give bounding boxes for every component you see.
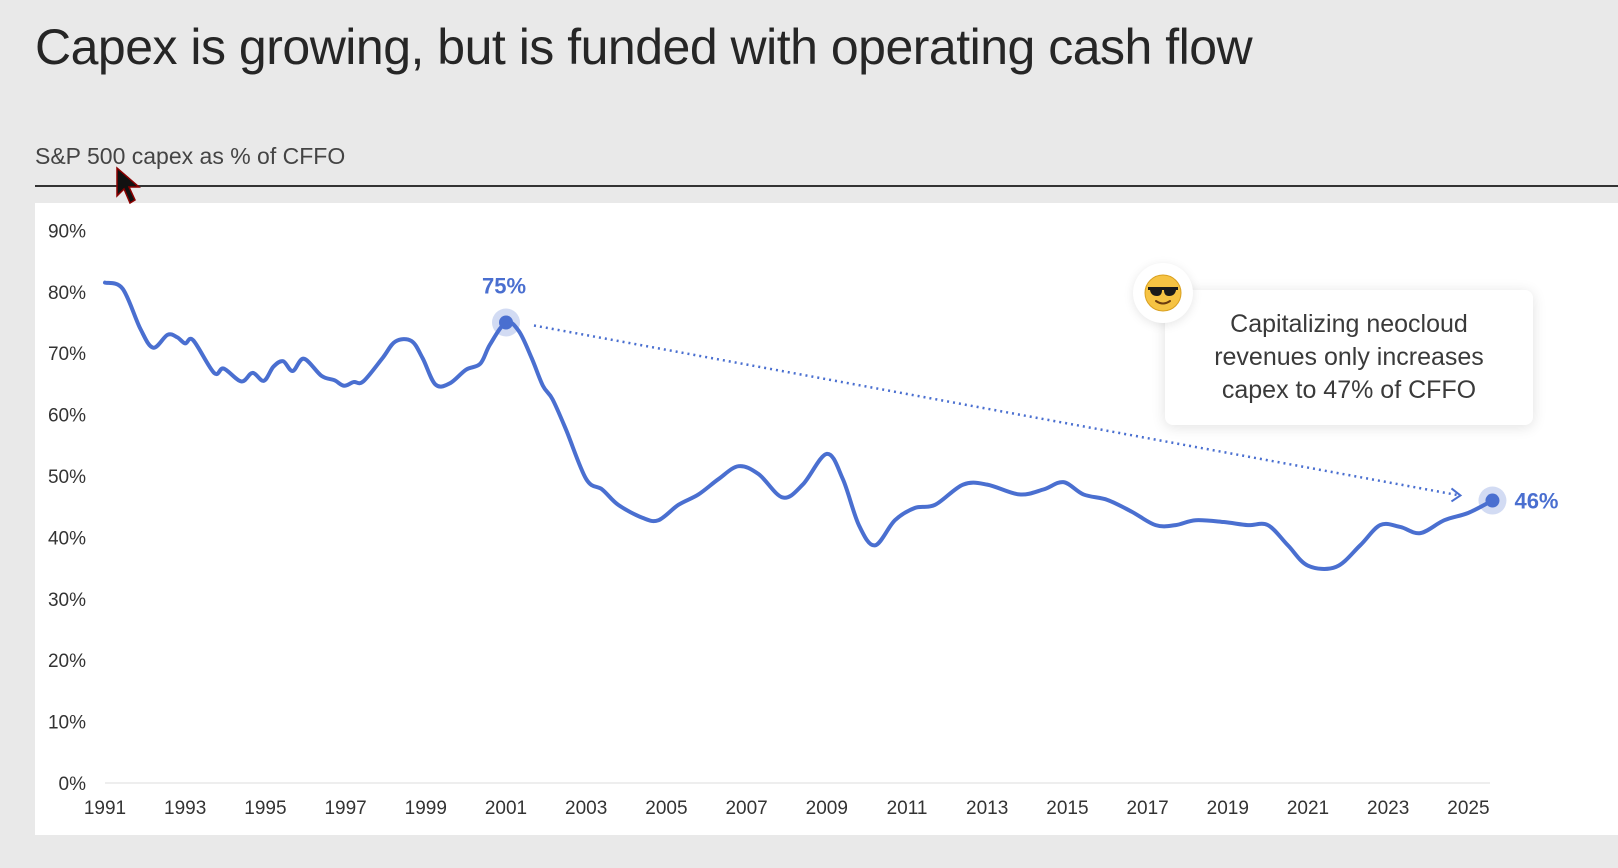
- x-tick-label: 2025: [1447, 798, 1489, 819]
- x-axis: 1991 1993 1995 1997 1999 2001 2003 2005 2007 2009…: [84, 798, 1490, 819]
- y-tick-label: 20%: [48, 651, 86, 672]
- x-tick-label: 2007: [725, 798, 767, 819]
- chart-subtitle: S&P 500 capex as % of CFFO: [35, 143, 346, 169]
- x-tick-label: 1997: [324, 798, 366, 819]
- y-tick-label: 60%: [48, 406, 86, 427]
- page-title: Capex is growing, but is funded with ope…: [35, 19, 1253, 75]
- x-tick-label: 1991: [84, 798, 126, 819]
- x-tick-label: 2019: [1207, 798, 1249, 819]
- annotation-callout: Capitalizing neocloud revenues only incr…: [1165, 290, 1533, 425]
- divider: [35, 185, 1618, 187]
- data-label: 46%: [1514, 489, 1558, 514]
- x-tick-label: 1993: [164, 798, 206, 819]
- x-tick-label: 2015: [1046, 798, 1088, 819]
- trend-dotted-line: [533, 324, 1460, 497]
- x-tick-label: 2001: [485, 798, 527, 819]
- y-tick-label: 80%: [48, 283, 86, 304]
- y-tick-label: 30%: [48, 590, 86, 611]
- x-tick-label: 2021: [1287, 798, 1329, 819]
- y-tick-label: 90%: [48, 221, 86, 242]
- x-tick-label: 2017: [1126, 798, 1168, 819]
- y-tick-label: 40%: [48, 528, 86, 549]
- y-axis: 0% 10% 20% 30% 40% 50% 60% 70% 80% 90%: [48, 221, 86, 795]
- x-tick-label: 2009: [806, 798, 848, 819]
- series-line-capex-pct-cffo: [103, 280, 1495, 571]
- y-tick-label: 10%: [48, 713, 86, 734]
- x-tick-label: 2013: [966, 798, 1008, 819]
- x-tick-label: 1995: [244, 798, 286, 819]
- highlight-point: [499, 315, 513, 330]
- y-tick-label: 70%: [48, 344, 86, 365]
- annotation-text: Capitalizing neocloud revenues only incr…: [1214, 310, 1484, 404]
- x-tick-label: 2011: [887, 798, 928, 819]
- x-tick-label: 1999: [405, 798, 447, 819]
- data-label: 75%: [482, 274, 526, 299]
- trend-arrow: [533, 324, 1463, 503]
- highlight-point: [1485, 493, 1500, 508]
- x-tick-label: 2005: [645, 798, 687, 819]
- y-tick-label: 0%: [59, 774, 87, 795]
- sunglasses-emoji-icon: [1133, 263, 1193, 323]
- arrowhead-icon: [1450, 487, 1463, 503]
- mouse-cursor-icon: [116, 166, 142, 205]
- x-tick-label: 2003: [565, 798, 607, 819]
- y-tick-label: 50%: [48, 467, 86, 488]
- x-tick-label: 2023: [1367, 798, 1409, 819]
